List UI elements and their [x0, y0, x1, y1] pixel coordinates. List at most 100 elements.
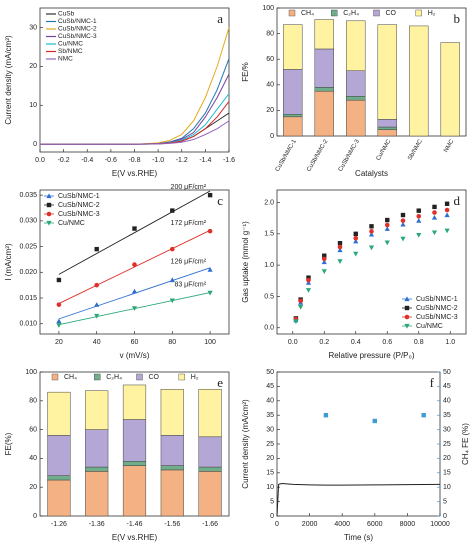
marker	[404, 296, 410, 302]
bar-segment	[314, 90, 334, 137]
marker	[298, 304, 304, 310]
y2-tick-label: 0	[443, 513, 447, 520]
x-tick-label: 20	[55, 339, 63, 346]
marker	[322, 253, 327, 258]
y2-tick-label: 10	[443, 484, 451, 491]
y-tick-label: 80	[266, 30, 274, 37]
x-tick-label: 6000	[367, 521, 383, 528]
x-axis-label: E(V vs.RHE)	[112, 169, 158, 178]
y-tick-label: 0.020	[19, 269, 37, 276]
legend-label: CH₄	[301, 10, 314, 17]
panel-letter: c	[217, 193, 223, 208]
y2-tick-label: 15	[443, 470, 451, 477]
x-tick-label: 0	[275, 521, 279, 528]
y-tick-label: 20	[266, 107, 274, 114]
marker	[46, 193, 52, 199]
y-tick-label: 10	[29, 102, 37, 109]
panel-letter: a	[217, 11, 223, 26]
bar-segment	[198, 471, 222, 517]
x-tick-label: 0.8	[414, 339, 424, 346]
legend-label: Cu/NMC	[58, 220, 85, 227]
series-line	[40, 73, 230, 145]
y-tick-label: 0	[270, 513, 274, 520]
marker	[321, 259, 327, 265]
y-tick-label: 100	[25, 369, 37, 376]
annotation: 126 μF/cm²	[171, 259, 207, 266]
marker	[323, 413, 329, 418]
x-tick-label: -1.6	[223, 157, 235, 164]
y-tick-label: 45	[266, 383, 274, 390]
y-tick-label: 1.5	[264, 231, 274, 238]
y2-tick-label: 5	[443, 498, 447, 505]
bar-segment	[283, 113, 303, 118]
x-tick-label: 80	[168, 339, 176, 346]
marker	[384, 226, 390, 231]
x-tick-label: -1.4	[199, 157, 211, 164]
marker	[56, 318, 62, 324]
marker	[400, 221, 406, 227]
legend-label: CuSb/NMC-3	[58, 33, 97, 40]
series-line	[40, 120, 230, 145]
bar-segment	[47, 391, 71, 436]
legend-swatch	[331, 9, 338, 17]
y-tick-label: 30	[29, 24, 37, 31]
legend-label: CO	[386, 10, 397, 17]
bar-segment	[346, 99, 366, 137]
y-tick-label: 0.015	[19, 295, 37, 302]
x-tick-label: Cu/NMC	[376, 138, 393, 161]
marker	[384, 222, 390, 228]
y2-tick-label: 50	[443, 369, 451, 376]
legend-label: CuSb/NMC-3	[416, 314, 458, 321]
bar-segment	[122, 384, 147, 420]
x-tick-label: CuSb/NMC-2	[306, 138, 329, 172]
y2-tick-label: 20	[443, 455, 451, 462]
y-tick-label: 2.0	[264, 199, 274, 206]
marker	[131, 288, 138, 294]
x-axis-label: Relative pressure (P/P₀)	[328, 351, 414, 360]
bar-segment	[377, 119, 397, 128]
panel-letter: b	[454, 11, 461, 26]
x-tick-label: 0.0	[35, 157, 45, 164]
marker	[444, 212, 450, 218]
x-axis-label: Time (s)	[344, 533, 373, 542]
fit-line	[58, 292, 211, 326]
legend-label: CuSb/NMC-1	[416, 296, 458, 303]
marker	[132, 262, 137, 267]
marker	[368, 231, 375, 237]
marker	[46, 211, 52, 217]
marker	[306, 275, 311, 280]
marker	[444, 207, 450, 213]
bar-segment	[85, 471, 109, 517]
y2-tick-label: 30	[443, 426, 451, 433]
y-tick-label: 40	[266, 82, 274, 89]
bar-segment	[85, 429, 109, 468]
marker	[353, 238, 359, 244]
marker	[353, 251, 359, 257]
legend-label: H₂	[191, 374, 199, 381]
y-tick-label: 1.0	[264, 262, 274, 269]
bar-segment	[283, 69, 303, 115]
x-tick-label: -1.0	[152, 157, 164, 164]
bar-segment	[314, 87, 334, 92]
marker	[337, 247, 343, 253]
y-tick-label: 0	[33, 141, 37, 148]
legend-swatch	[178, 373, 185, 381]
x-tick-label: CuSb/NMC-3	[338, 138, 361, 172]
y-tick-label: 5	[270, 498, 274, 505]
y-tick-label: 35	[266, 412, 274, 419]
bar-segment	[47, 475, 71, 481]
y-tick-label: 0.5	[264, 293, 274, 300]
bar-segment	[47, 479, 71, 517]
bar-segment	[122, 461, 147, 466]
bar-segment	[85, 390, 109, 430]
y-tick-label: 40	[29, 455, 37, 462]
marker	[337, 259, 343, 264]
x-axis-label: Catalysts	[355, 169, 388, 178]
marker	[385, 217, 390, 223]
legend-label: CuSb/NMC-1	[58, 18, 97, 25]
legend-swatch	[373, 9, 380, 17]
bar-segment	[440, 42, 460, 137]
y-axis-label: Gas uptake (mmol g⁻¹)	[241, 221, 250, 303]
y-tick-label: 80	[29, 398, 37, 405]
y-tick-label: 0.025	[19, 243, 37, 250]
